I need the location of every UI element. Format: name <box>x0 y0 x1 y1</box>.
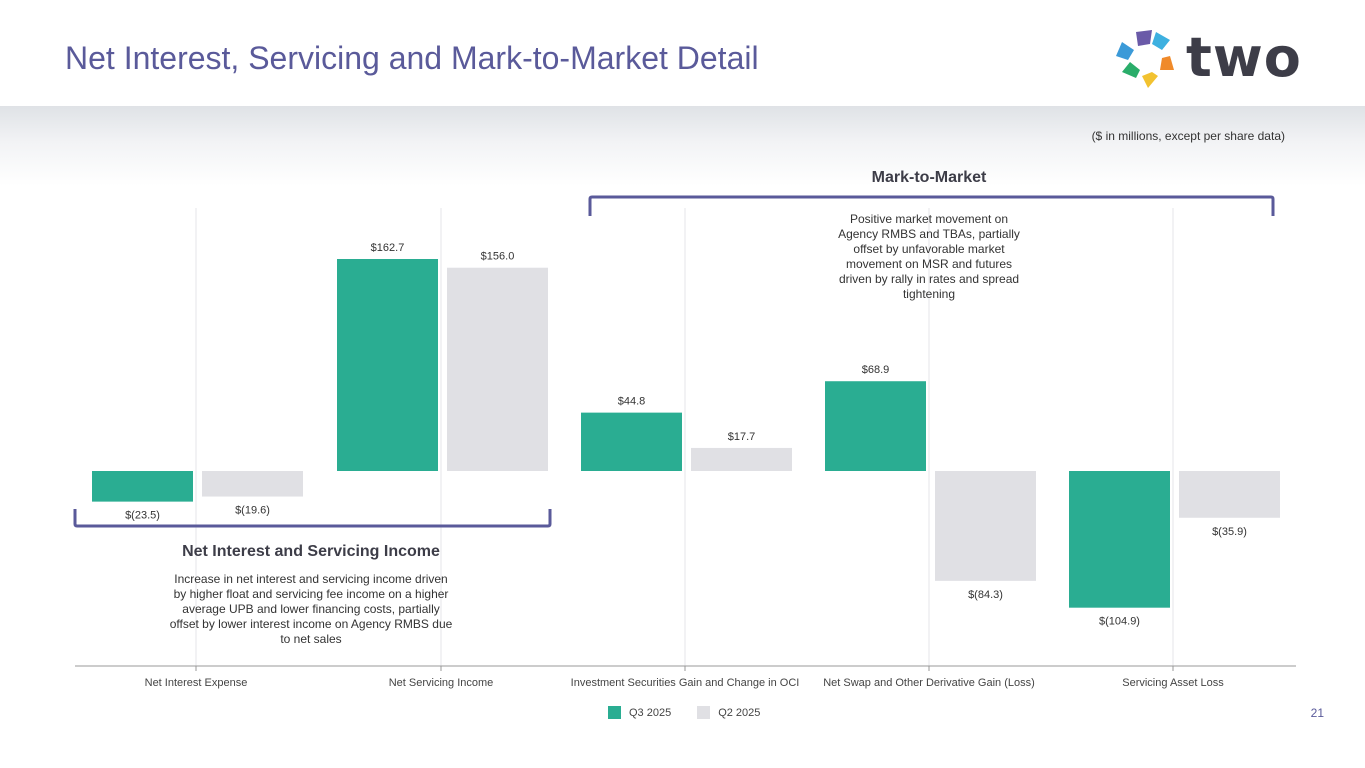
page-number: 21 <box>1310 706 1324 720</box>
net-interest-servicing-bracket <box>73 509 552 528</box>
legend-item-q2: Q2 2025 <box>697 706 760 719</box>
x-tick-label: Servicing Asset Loss <box>1122 677 1224 689</box>
legend-swatch-q2 <box>697 706 711 719</box>
data-label: $156.0 <box>481 251 515 263</box>
legend-swatch-q3 <box>608 706 621 719</box>
data-label: $(23.5) <box>125 510 160 522</box>
data-label: $(104.9) <box>1099 616 1140 628</box>
legend-label-q3: Q3 2025 <box>629 706 672 719</box>
x-tick-label: Net Servicing Income <box>389 677 494 689</box>
chart-legend: Q3 2025 Q2 2025 <box>608 706 786 719</box>
net-interest-servicing-title: Net Interest and Servicing Income <box>182 543 440 560</box>
data-label: $17.7 <box>728 431 756 443</box>
page-title: Net Interest, Servicing and Mark-to-Mark… <box>65 40 759 76</box>
data-label: $(19.6) <box>235 505 270 517</box>
bar-q3-0 <box>92 471 193 502</box>
bar-q2-0 <box>202 471 303 497</box>
bar-q2-4 <box>1179 471 1280 518</box>
bar-q3-2 <box>581 412 682 471</box>
x-tick-label: Net Interest Expense <box>145 677 248 689</box>
mark-to-market-note: Positive market movement on Agency RMBS … <box>838 212 1020 301</box>
units-note: ($ in millions, except per share data) <box>1091 129 1285 143</box>
bar-q2-1 <box>447 267 548 471</box>
x-tick-label: Investment Securities Gain and Change in… <box>571 677 800 689</box>
bar-q2-2 <box>691 447 792 471</box>
data-label: $(35.9) <box>1212 526 1247 538</box>
logo-wordmark: two <box>1186 26 1302 89</box>
bar-q3-1 <box>337 259 438 471</box>
bar-q2-3 <box>935 471 1036 581</box>
bar-q3-3 <box>825 381 926 471</box>
header-band <box>0 106 1365 186</box>
company-logo: two <box>1112 26 1301 92</box>
mark-to-market-bracket <box>588 195 1275 216</box>
bar-q3-4 <box>1069 471 1170 608</box>
net-interest-servicing-note: Increase in net interest and servicing i… <box>169 572 453 646</box>
mark-to-market-title: Mark-to-Market <box>871 169 987 186</box>
data-label: $162.7 <box>371 242 405 254</box>
legend-item-q3: Q3 2025 <box>608 706 671 719</box>
star-logo-icon <box>1116 30 1174 88</box>
data-label: $(84.3) <box>968 589 1003 601</box>
data-label: $44.8 <box>618 396 646 408</box>
x-tick-label: Net Swap and Other Derivative Gain (Loss… <box>823 677 1035 689</box>
legend-label-q2: Q2 2025 <box>718 706 761 719</box>
data-label: $68.9 <box>862 364 890 376</box>
